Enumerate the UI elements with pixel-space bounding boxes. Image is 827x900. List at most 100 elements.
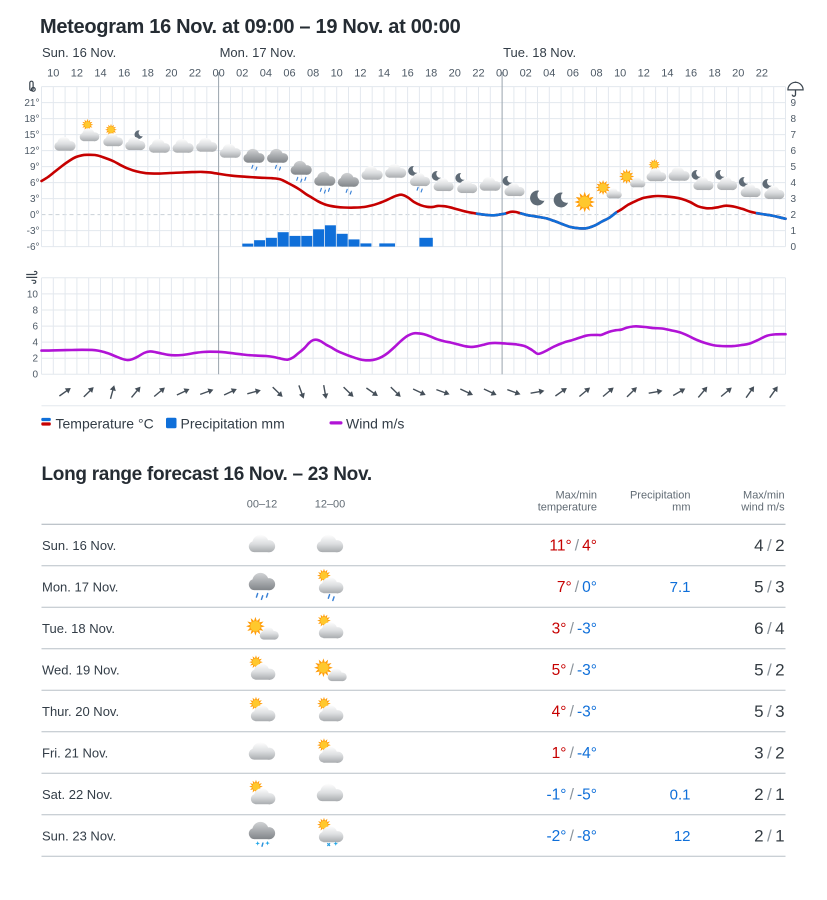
svg-text:18: 18: [425, 68, 437, 80]
svg-text:00: 00: [496, 68, 508, 80]
svg-text:14: 14: [94, 68, 106, 80]
svg-text:5° / -3°: 5° / -3°: [552, 662, 597, 679]
svg-text:6°: 6°: [30, 178, 40, 189]
svg-text:08: 08: [590, 68, 602, 80]
svg-text:02: 02: [520, 68, 532, 80]
svg-text:mm: mm: [672, 502, 690, 514]
svg-text:7: 7: [791, 130, 797, 141]
svg-text:4: 4: [791, 178, 797, 189]
svg-text:Sun. 16 Nov.: Sun. 16 Nov.: [42, 538, 116, 553]
svg-text:06: 06: [283, 68, 295, 80]
svg-text:10: 10: [331, 68, 343, 80]
svg-text:3: 3: [791, 194, 797, 205]
svg-text:02: 02: [236, 68, 248, 80]
svg-text:4° / -3°: 4° / -3°: [552, 704, 597, 721]
svg-text:12: 12: [638, 68, 650, 80]
svg-text:Wed. 19 Nov.: Wed. 19 Nov.: [42, 662, 120, 677]
svg-text:temperature: temperature: [538, 502, 597, 514]
svg-text:2: 2: [32, 354, 38, 365]
svg-text:8: 8: [791, 114, 797, 125]
svg-text:Max/min: Max/min: [555, 490, 597, 502]
svg-text:0: 0: [32, 370, 38, 381]
svg-text:00: 00: [212, 68, 224, 80]
svg-text:4 / 2: 4 / 2: [754, 536, 784, 555]
svg-text:10: 10: [614, 68, 626, 80]
svg-text:3°: 3°: [30, 194, 40, 205]
svg-text:12: 12: [674, 828, 691, 845]
svg-text:16: 16: [118, 68, 130, 80]
svg-text:3 / 2: 3 / 2: [754, 744, 784, 763]
svg-text:Sun. 16 Nov.: Sun. 16 Nov.: [42, 45, 116, 60]
svg-text:Mon. 17 Nov.: Mon. 17 Nov.: [42, 579, 118, 594]
svg-text:00–12: 00–12: [247, 499, 278, 511]
svg-text:-3°: -3°: [27, 226, 40, 237]
svg-text:-6°: -6°: [27, 242, 40, 253]
svg-text:Meteogram 16 Nov. at 09:00 – 1: Meteogram 16 Nov. at 09:00 – 19 Nov. at …: [40, 16, 461, 38]
svg-text:Max/min: Max/min: [743, 490, 785, 502]
svg-text:04: 04: [260, 68, 272, 80]
svg-text:10: 10: [47, 68, 59, 80]
svg-text:Precipitation: Precipitation: [630, 490, 691, 502]
svg-text:Temperature °C: Temperature °C: [56, 416, 154, 432]
svg-text:6 / 4: 6 / 4: [754, 619, 784, 638]
svg-text:8: 8: [32, 305, 38, 316]
svg-text:2 / 1: 2 / 1: [754, 827, 784, 846]
svg-text:20: 20: [732, 68, 744, 80]
svg-text:04: 04: [543, 68, 555, 80]
svg-text:7° / 0°: 7° / 0°: [557, 579, 597, 596]
svg-text:Sun. 23 Nov.: Sun. 23 Nov.: [42, 828, 116, 843]
svg-text:14: 14: [378, 68, 390, 80]
svg-text:Long range forecast 16 Nov. –: Long range forecast 16 Nov. – 23 Nov.: [42, 464, 372, 485]
svg-text:21°: 21°: [24, 98, 39, 109]
svg-text:-1° / -5°: -1° / -5°: [547, 787, 597, 804]
svg-text:11° / 4°: 11° / 4°: [549, 538, 597, 555]
svg-text:0.1: 0.1: [670, 786, 691, 803]
svg-text:16: 16: [685, 68, 697, 80]
svg-text:0°: 0°: [30, 210, 40, 221]
svg-text:5 / 3: 5 / 3: [754, 702, 784, 721]
svg-text:12: 12: [354, 68, 366, 80]
svg-text:1° / -4°: 1° / -4°: [552, 745, 597, 762]
svg-text:22: 22: [189, 68, 201, 80]
svg-text:4: 4: [32, 338, 38, 349]
svg-text:18: 18: [142, 68, 154, 80]
svg-text:20: 20: [165, 68, 177, 80]
svg-text:18°: 18°: [24, 114, 39, 125]
svg-text:2 / 1: 2 / 1: [754, 785, 784, 804]
svg-text:10: 10: [27, 289, 39, 300]
svg-text:Tue. 18 Nov.: Tue. 18 Nov.: [503, 45, 576, 60]
svg-text:0: 0: [791, 242, 797, 253]
svg-text:22: 22: [472, 68, 484, 80]
svg-text:08: 08: [307, 68, 319, 80]
svg-text:9: 9: [791, 98, 797, 109]
svg-text:2: 2: [791, 210, 797, 221]
svg-text:14: 14: [661, 68, 673, 80]
svg-text:06: 06: [567, 68, 579, 80]
svg-text:5: 5: [791, 162, 797, 173]
svg-text:12°: 12°: [24, 146, 39, 157]
svg-text:Wind m/s: Wind m/s: [346, 416, 404, 432]
svg-text:6: 6: [32, 322, 38, 333]
svg-text:5 / 2: 5 / 2: [754, 661, 784, 680]
svg-text:3° / -3°: 3° / -3°: [552, 621, 597, 638]
svg-text:Sat. 22 Nov.: Sat. 22 Nov.: [42, 787, 113, 802]
svg-text:Thur. 20 Nov.: Thur. 20 Nov.: [42, 704, 119, 719]
svg-text:1: 1: [791, 226, 797, 237]
svg-text:6: 6: [791, 146, 797, 157]
svg-text:22: 22: [756, 68, 768, 80]
svg-text:Precipitation mm: Precipitation mm: [181, 416, 285, 432]
svg-text:Fri. 21 Nov.: Fri. 21 Nov.: [42, 745, 108, 760]
svg-text:18: 18: [708, 68, 720, 80]
svg-text:15°: 15°: [24, 130, 39, 141]
svg-text:20: 20: [449, 68, 461, 80]
svg-text:12: 12: [71, 68, 83, 80]
svg-text:7.1: 7.1: [670, 579, 691, 596]
svg-text:wind m/s: wind m/s: [740, 502, 785, 514]
svg-text:16: 16: [401, 68, 413, 80]
svg-text:5 / 3: 5 / 3: [754, 578, 784, 597]
svg-text:Tue. 18 Nov.: Tue. 18 Nov.: [42, 621, 115, 636]
svg-text:Mon. 17 Nov.: Mon. 17 Nov.: [220, 45, 296, 60]
svg-text:9°: 9°: [30, 162, 40, 173]
svg-text:-2° / -8°: -2° / -8°: [547, 828, 597, 845]
svg-text:12–00: 12–00: [315, 499, 346, 511]
